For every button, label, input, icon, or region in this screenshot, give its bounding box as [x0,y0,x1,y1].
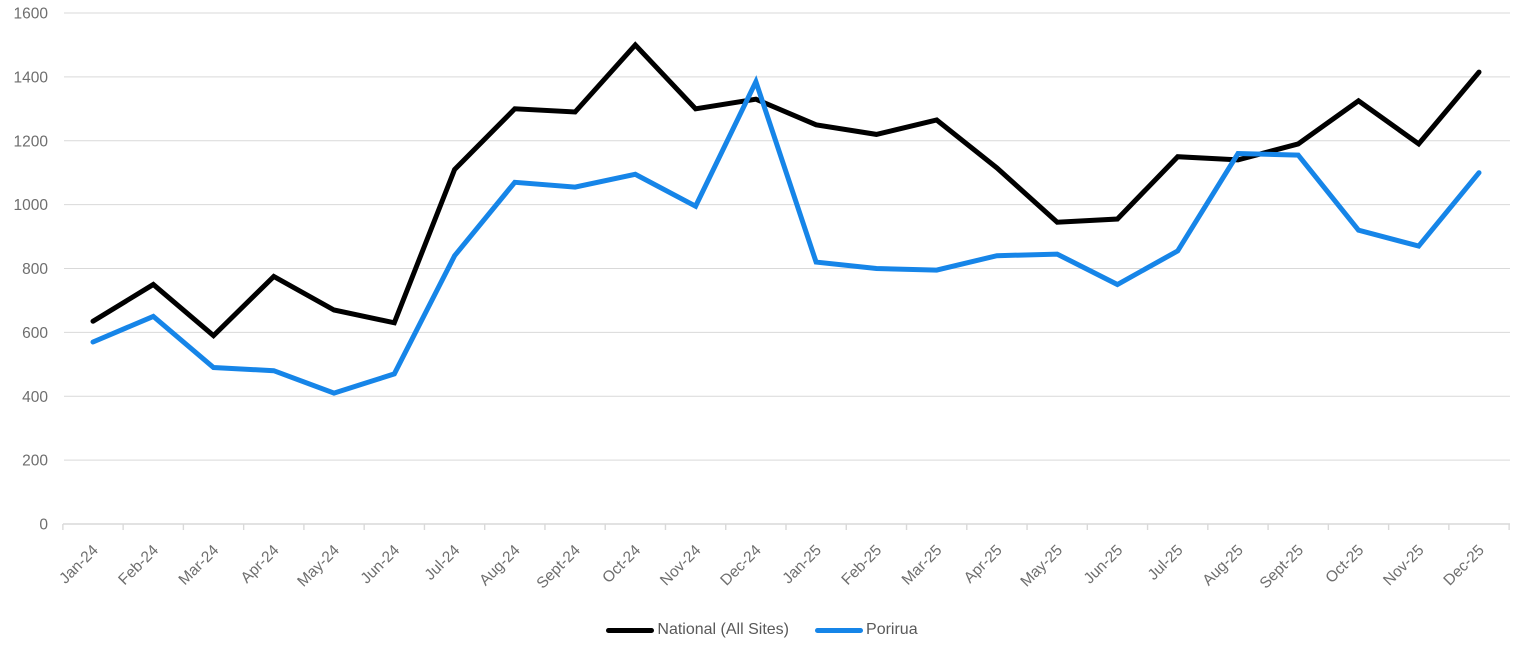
x-axis-tick-label: Mar-24 [176,542,223,589]
x-axis-tick-label: Jul-24 [422,542,464,584]
x-axis-tick-label: Jan-25 [779,542,825,588]
x-axis-tick-label: May-24 [294,542,343,591]
y-axis-tick-label: 1000 [14,197,49,214]
series-line-porirua [90,75,1482,396]
x-axis-tick-label: Nov-25 [1380,542,1427,589]
x-axis-tick-label: Sept-25 [1257,542,1307,592]
x-axis-tick-label: Dec-24 [717,542,765,590]
x-axis-tick-label: Oct-25 [1322,542,1367,587]
x-axis-tick-label: Apr-24 [238,542,283,587]
legend-item-national: National (All Sites) [606,621,789,639]
y-axis-tick-label: 1400 [14,69,49,86]
series-line-national [90,41,1482,339]
x-axis-tick-label: Oct-24 [599,542,644,587]
legend-swatch-porirua-line [815,627,864,633]
x-axis-tick-label: Jan-24 [56,542,102,588]
x-axis-tick-label: Aug-25 [1199,542,1246,589]
x-axis-tick-label: Jun-25 [1081,542,1127,588]
y-axis-tick-label: 1600 [14,6,49,23]
y-axis-tick-label: 600 [22,325,48,342]
x-axis-tick-label: Mar-25 [899,542,946,589]
x-axis-tick-label: Nov-24 [657,542,705,590]
y-axis-tick-label: 800 [22,261,48,278]
x-axis-tick-label: Jul-25 [1145,542,1187,584]
legend-item-porirua: Porirua [815,621,918,639]
x-axis-tick-label: Dec-25 [1440,542,1487,589]
legend-label-national: National (All Sites) [657,621,790,638]
x-axis-tick-label: Jun-24 [358,542,404,588]
x-axis-tick-label: Aug-24 [476,542,524,590]
y-axis-tick-label: 0 [39,517,48,534]
y-axis-tick-label: 400 [22,389,48,406]
x-axis-tick-label: May-25 [1017,542,1066,591]
x-axis-tick-label: Feb-25 [838,542,885,589]
y-axis-tick-label: 1200 [14,133,49,150]
chart-legend: National (All Sites) Porirua [0,621,1524,639]
legend-label-porirua: Porirua [866,621,918,638]
legend-swatch-national-line [606,627,655,633]
x-axis-tick-label: Apr-25 [961,542,1006,587]
y-axis-tick-label: 200 [22,453,48,470]
x-axis-tick-label: Sept-24 [534,542,585,593]
x-axis-tick-label: Feb-24 [115,542,162,589]
